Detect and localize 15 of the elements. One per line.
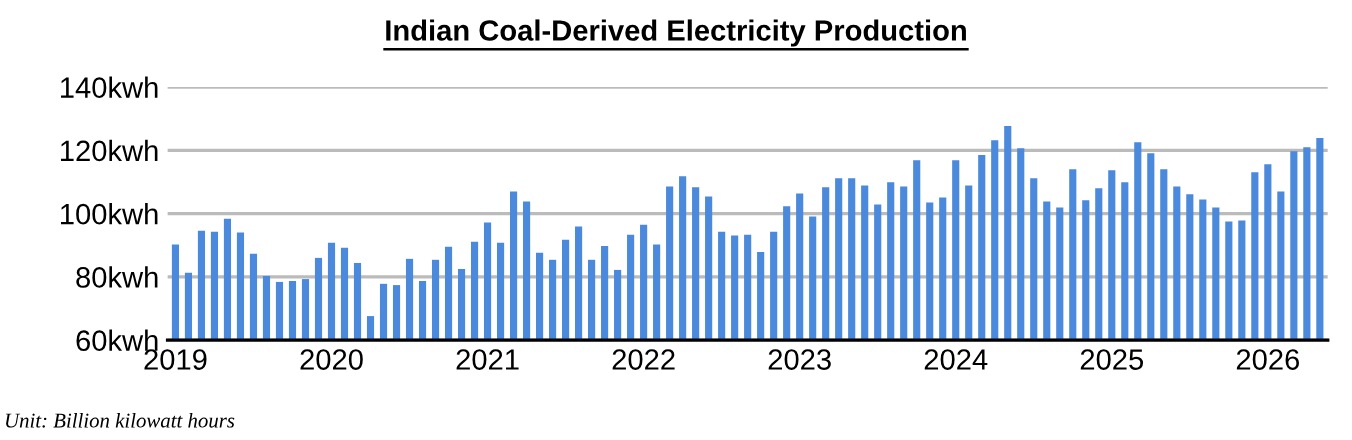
x-tick-label: 2024: [924, 349, 988, 370]
x-tick-label: 2022: [612, 349, 675, 370]
x-tick-label: 2023: [768, 349, 831, 370]
y-tick-label: 60kwh: [76, 329, 158, 351]
x-tick-label: 2019: [144, 349, 207, 370]
y-tick-label: 80kwh: [76, 266, 158, 288]
x-tick-label: 2025: [1080, 349, 1144, 370]
y-tick-label: 100kwh: [61, 203, 158, 225]
chart-title: Indian Coal-Derived Electricity Production: [386, 19, 966, 47]
x-tick-label: 2026: [1236, 349, 1300, 370]
y-tick-label: 140kwh: [61, 76, 158, 98]
x-tick-label: 2021: [456, 349, 519, 370]
x-tick-label: 2020: [300, 349, 363, 370]
y-tick-label: 120kwh: [61, 139, 158, 162]
text: Unit: Billion kilowatt hours: [5, 412, 235, 428]
